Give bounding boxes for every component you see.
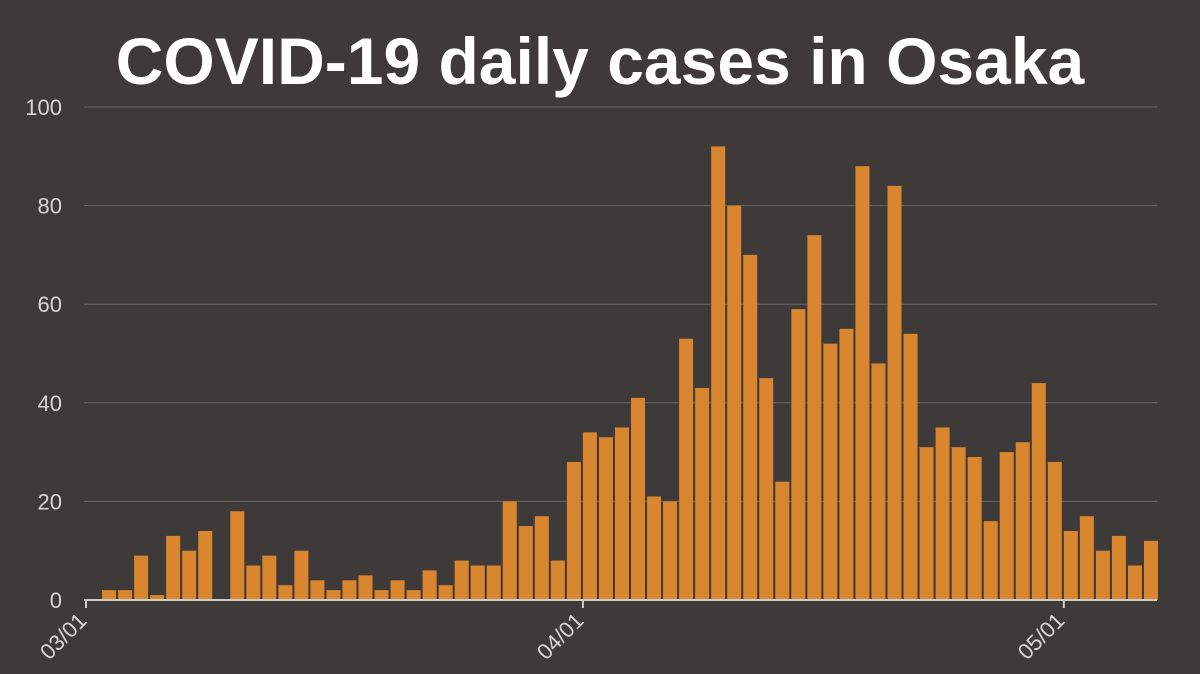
bar — [647, 496, 662, 600]
bar — [470, 565, 485, 600]
bar — [102, 590, 117, 600]
bar — [1143, 540, 1158, 600]
bar — [390, 580, 405, 600]
bar — [631, 397, 646, 600]
bar — [310, 580, 325, 600]
bar — [839, 328, 854, 600]
bar — [278, 585, 293, 600]
bar — [759, 378, 774, 600]
bar — [775, 481, 790, 600]
bar — [823, 343, 838, 600]
bar — [358, 575, 373, 600]
bar — [983, 521, 998, 600]
y-tick-label: 60 — [38, 292, 62, 317]
bar — [727, 205, 742, 600]
bar — [502, 501, 517, 600]
bar — [919, 447, 934, 600]
bar — [711, 146, 726, 600]
bar — [486, 565, 501, 600]
y-tick-label: 0 — [50, 588, 62, 613]
bar — [871, 363, 886, 600]
bar — [326, 590, 341, 600]
bar — [534, 516, 549, 600]
bar — [743, 254, 758, 600]
bar — [1031, 383, 1046, 600]
x-tick-label: 04/01 — [532, 608, 589, 665]
bar — [198, 530, 213, 600]
bar — [582, 432, 597, 600]
chart-title: COVID-19 daily cases in Osaka — [116, 24, 1086, 98]
bar — [1079, 516, 1094, 600]
bar — [1127, 565, 1142, 600]
bar — [663, 501, 678, 600]
bar — [550, 560, 565, 600]
bar — [406, 590, 421, 600]
bar — [422, 570, 437, 600]
y-tick-label: 100 — [25, 95, 62, 120]
bar — [1095, 550, 1110, 600]
bar — [118, 590, 133, 600]
bar — [855, 166, 870, 600]
bar — [246, 565, 261, 600]
bars — [102, 146, 1158, 600]
y-tick-label: 80 — [38, 194, 62, 219]
bar — [182, 550, 197, 600]
bar — [807, 235, 822, 600]
bar — [1047, 461, 1062, 600]
bar — [230, 511, 245, 600]
bar — [935, 427, 950, 600]
bar — [342, 580, 357, 600]
bar — [454, 560, 469, 600]
bar — [262, 555, 277, 600]
bar — [1063, 530, 1078, 600]
bar — [614, 427, 629, 600]
bar — [566, 461, 581, 600]
y-axis-ticks: 0 20 40 60 80 100 — [25, 95, 62, 613]
x-tick-label: 03/01 — [35, 608, 92, 665]
x-tick-label: 05/01 — [1013, 608, 1070, 665]
bar — [134, 555, 149, 600]
bar — [1015, 442, 1030, 600]
bar — [887, 185, 902, 600]
y-tick-label: 40 — [38, 391, 62, 416]
bar — [518, 526, 533, 600]
bar — [679, 338, 694, 600]
bar — [166, 535, 181, 600]
bar — [903, 333, 918, 600]
y-tick-label: 20 — [38, 489, 62, 514]
bar — [967, 457, 982, 600]
bar — [1111, 535, 1126, 600]
bar — [791, 309, 806, 600]
bar — [951, 447, 966, 600]
bar — [999, 452, 1014, 600]
bar — [294, 550, 309, 600]
bar — [695, 388, 710, 600]
bar — [374, 590, 389, 600]
x-axis-ticks: 03/01 04/01 05/01 — [35, 600, 1069, 664]
bar — [438, 585, 453, 600]
bar — [598, 437, 613, 600]
bar — [150, 595, 165, 600]
